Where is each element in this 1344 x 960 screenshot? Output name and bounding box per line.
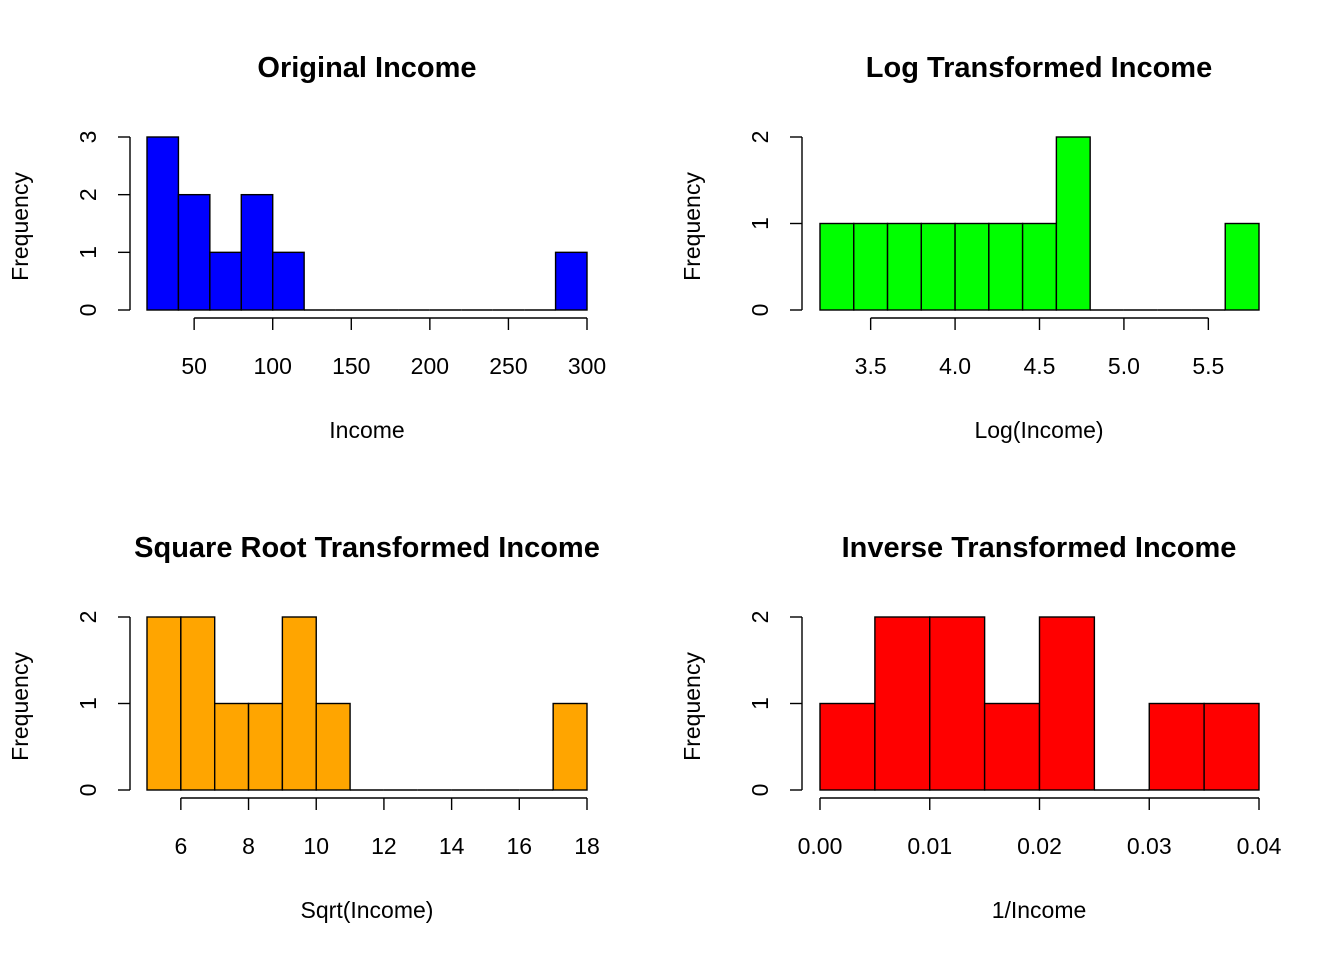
y-tick-label: 0 — [75, 784, 101, 797]
x-tick-label: 300 — [568, 353, 606, 379]
x-tick-label: 16 — [507, 833, 533, 859]
histogram-bar — [177, 193, 211, 311]
y-tick-label: 2 — [747, 611, 773, 624]
x-tick-label: 250 — [489, 353, 527, 379]
x-tick-label: 8 — [242, 833, 255, 859]
x-tick-label: 0.04 — [1237, 833, 1282, 859]
histogram-bar — [853, 222, 889, 311]
x-tick-label: 5.0 — [1108, 353, 1140, 379]
chart-title: Inverse Transformed Income — [842, 532, 1237, 564]
x-tick-label: 0.01 — [907, 833, 952, 859]
x-tick-label: 50 — [181, 353, 207, 379]
histogram-bar — [886, 222, 923, 311]
histogram-panel-log: Log Transformed Income 3.5 4.0 4.5 5.0 5.5 0 1 2… — [679, 52, 1260, 443]
y-axis-label: Frequency — [7, 172, 33, 281]
x-axis-label: 1/Income — [992, 897, 1087, 923]
x-tick-label: 12 — [371, 833, 397, 859]
x-tick-label: 6 — [174, 833, 187, 859]
histogram-bar — [247, 702, 284, 791]
x-tick-label: 5.5 — [1192, 353, 1224, 379]
histogram-bar — [988, 222, 1024, 311]
histogram-bar — [281, 616, 317, 791]
histogram-bar — [1203, 702, 1260, 791]
x-tick-label: 150 — [332, 353, 370, 379]
histogram-bar — [983, 702, 1041, 791]
y-tick-label: 2 — [75, 188, 101, 201]
histogram-bar — [180, 616, 216, 791]
x-tick-label: 14 — [439, 833, 465, 859]
histogram-bar — [819, 702, 876, 791]
y-tick-label: 0 — [747, 304, 773, 317]
x-tick-label: 3.5 — [855, 353, 887, 379]
x-axis-label: Log(Income) — [974, 417, 1103, 443]
y-tick-label: 1 — [747, 217, 773, 230]
histogram-bar — [929, 616, 986, 791]
y-tick-label: 3 — [75, 131, 101, 144]
x-axis-label: Income — [329, 417, 404, 443]
histogram-bar — [315, 702, 351, 791]
histogram-bar — [920, 222, 956, 311]
y-tick-label: 1 — [75, 246, 101, 259]
histogram-bar — [146, 616, 182, 791]
histogram-bar — [272, 251, 305, 311]
x-tick-label: 4.0 — [939, 353, 971, 379]
histogram-panel-original: Original Income 50 100 150 200 250 300 0 1 2 3 Inco… — [7, 52, 606, 443]
y-axis-label: Frequency — [679, 172, 705, 281]
histogram-bar — [1021, 222, 1058, 311]
histogram-bar — [1038, 616, 1096, 791]
x-axis-label: Sqrt(Income) — [301, 897, 434, 923]
x-tick-label: 0.00 — [798, 833, 843, 859]
histogram-bar — [146, 136, 180, 311]
y-tick-label: 1 — [747, 697, 773, 710]
y-tick-label: 0 — [747, 784, 773, 797]
histogram-bar — [1055, 136, 1091, 311]
histogram-bar — [819, 222, 855, 311]
y-axis-label: Frequency — [7, 652, 33, 761]
histogram-bar — [1224, 222, 1260, 311]
y-tick-label: 2 — [75, 611, 101, 624]
histogram-bar — [1148, 702, 1205, 791]
y-tick-label: 2 — [747, 131, 773, 144]
y-axis-label: Frequency — [679, 652, 705, 761]
histogram-bar — [209, 251, 242, 311]
histogram-bar — [554, 251, 588, 311]
x-tick-label: 10 — [303, 833, 329, 859]
chart-title: Original Income — [257, 52, 476, 84]
histogram-bar — [874, 616, 931, 791]
histogram-bar — [552, 702, 588, 791]
x-tick-label: 100 — [254, 353, 292, 379]
histogram-panel-inverse: Inverse Transformed Income 0.00 0.01 0.02 0.… — [679, 532, 1282, 923]
x-tick-label: 200 — [411, 353, 449, 379]
x-tick-label: 0.02 — [1017, 833, 1062, 859]
y-tick-label: 1 — [75, 697, 101, 710]
x-tick-label: 18 — [574, 833, 600, 859]
x-tick-label: 4.5 — [1024, 353, 1056, 379]
x-tick-label: 0.03 — [1127, 833, 1172, 859]
chart-title: Square Root Transformed Income — [134, 532, 600, 564]
y-tick-label: 0 — [75, 304, 101, 317]
histogram-bar — [213, 702, 250, 791]
histogram-bar — [240, 193, 274, 311]
histogram-bar — [954, 222, 990, 311]
chart-title: Log Transformed Income — [866, 52, 1212, 84]
